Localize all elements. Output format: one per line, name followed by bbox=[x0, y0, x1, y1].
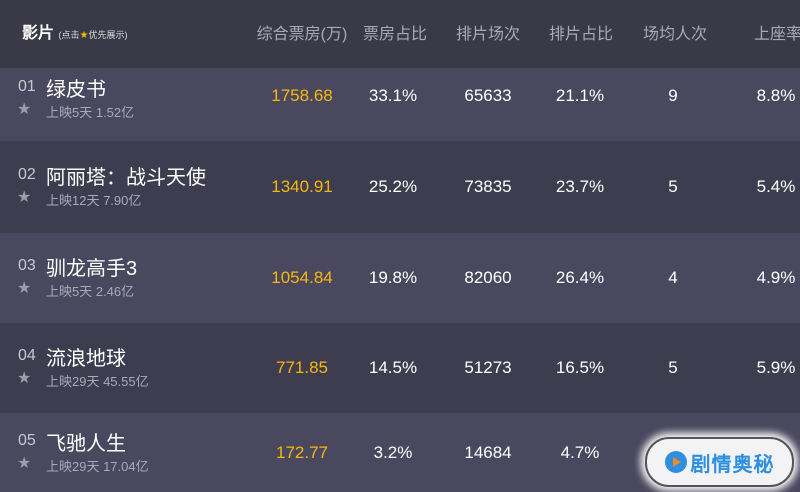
hint-suffix: 优先展示) bbox=[88, 30, 128, 40]
col-occupancy[interactable]: 上座率 bbox=[753, 26, 800, 43]
rank: 04 bbox=[18, 347, 36, 364]
watermark-text: 剧情奥秘 bbox=[690, 453, 775, 476]
cell-box-office: 1340.91 bbox=[271, 177, 333, 196]
col-avg-attendance[interactable]: 场均人次 bbox=[642, 26, 708, 43]
table-header: 影片 (点击★优先展示) 综合票房(万) 票房占比 排片场次 排片占比 场均人次… bbox=[0, 0, 800, 68]
table-row[interactable]: 03 驯龙高手3 ★ 上映5天 2.46亿 1054.84 19.8% 82060 26… bbox=[0, 233, 800, 323]
cell-occupancy: 5.9% bbox=[756, 358, 796, 377]
cell-screening-share: 4.7% bbox=[560, 442, 600, 462]
cell-box-office-share: 33.1% bbox=[368, 86, 418, 105]
release-info: 上映5天 2.46亿 bbox=[46, 284, 135, 299]
star-icon[interactable]: ★ bbox=[17, 454, 32, 472]
cell-occupancy: 4.9% bbox=[756, 268, 796, 287]
cell-screening-share: 21.1% bbox=[555, 86, 605, 105]
release-info: 上映12天 7.90亿 bbox=[46, 193, 142, 208]
col-box-office[interactable]: 综合票房(万) bbox=[256, 26, 348, 43]
film-title[interactable]: 驯龙高手3 bbox=[46, 258, 138, 280]
rank: 03 bbox=[18, 257, 36, 274]
release-info: 上映29天 45.55亿 bbox=[46, 374, 149, 389]
cell-screenings: 65633 bbox=[464, 86, 512, 105]
film-title[interactable]: 飞驰人生 bbox=[46, 432, 126, 455]
film-header-label: 影片 bbox=[22, 25, 55, 42]
release-info: 上映5天 1.52亿 bbox=[46, 105, 135, 120]
col-box-office-share[interactable]: 票房占比 bbox=[362, 26, 428, 43]
watermark-logo: 剧情奥秘 bbox=[645, 437, 794, 487]
release-info: 上映29天 17.04亿 bbox=[46, 458, 149, 474]
cell-screening-share: 16.5% bbox=[555, 358, 605, 377]
film-title[interactable]: 绿皮书 bbox=[46, 79, 106, 101]
film-title[interactable]: 阿丽塔：战斗天使 bbox=[46, 167, 206, 189]
star-icon[interactable]: ★ bbox=[17, 101, 32, 118]
cell-screening-share: 26.4% bbox=[555, 268, 605, 287]
cell-occupancy: 8.8% bbox=[756, 86, 796, 105]
table-row[interactable]: 01 绿皮书 ★ 上映5天 1.52亿 1758.68 33.1% 65633 21.1… bbox=[0, 68, 800, 141]
star-icon[interactable]: ★ bbox=[17, 280, 32, 297]
rank: 05 bbox=[18, 431, 36, 449]
cell-box-office: 172.77 bbox=[276, 442, 328, 462]
cell-screenings: 73835 bbox=[464, 177, 512, 196]
cell-avg-attendance: 9 bbox=[668, 86, 678, 105]
cell-screening-share: 23.7% bbox=[555, 177, 605, 196]
cell-box-office-share: 3.2% bbox=[373, 442, 413, 462]
rank: 02 bbox=[18, 166, 36, 183]
cell-box-office: 771.85 bbox=[276, 358, 328, 377]
film-column-header: 影片 (点击★优先展示) bbox=[22, 19, 127, 43]
cell-occupancy: 5.4% bbox=[756, 177, 796, 196]
cell-box-office-share: 19.8% bbox=[368, 268, 418, 287]
cell-box-office: 1758.68 bbox=[271, 86, 333, 105]
star-icon[interactable]: ★ bbox=[17, 370, 32, 387]
col-screenings[interactable]: 排片场次 bbox=[455, 26, 521, 43]
cell-box-office-share: 14.5% bbox=[368, 358, 418, 377]
cell-avg-attendance: 5 bbox=[668, 358, 678, 377]
table-row[interactable]: 04 流浪地球 ★ 上映29天 45.55亿 771.85 14.5% 51273 16… bbox=[0, 323, 800, 413]
film-title[interactable]: 流浪地球 bbox=[46, 348, 126, 370]
cell-screenings: 51273 bbox=[464, 358, 512, 377]
cell-box-office-share: 25.2% bbox=[368, 177, 418, 196]
cell-avg-attendance: 5 bbox=[668, 177, 678, 196]
star-icon[interactable]: ★ bbox=[17, 189, 32, 206]
cell-screenings: 14684 bbox=[464, 442, 512, 462]
col-screening-share[interactable]: 排片占比 bbox=[548, 26, 614, 43]
cell-screenings: 82060 bbox=[464, 268, 512, 287]
cell-box-office: 1054.84 bbox=[271, 268, 333, 287]
cell-avg-attendance: 4 bbox=[668, 268, 678, 287]
table-row[interactable]: 02 阿丽塔：战斗天使 ★ 上映12天 7.90亿 1340.91 25.2% 738… bbox=[0, 141, 800, 233]
hint-prefix: (点击 bbox=[58, 30, 80, 40]
star-icon: ★ bbox=[79, 30, 89, 41]
rank: 01 bbox=[18, 78, 36, 95]
play-logo-icon bbox=[664, 451, 687, 473]
